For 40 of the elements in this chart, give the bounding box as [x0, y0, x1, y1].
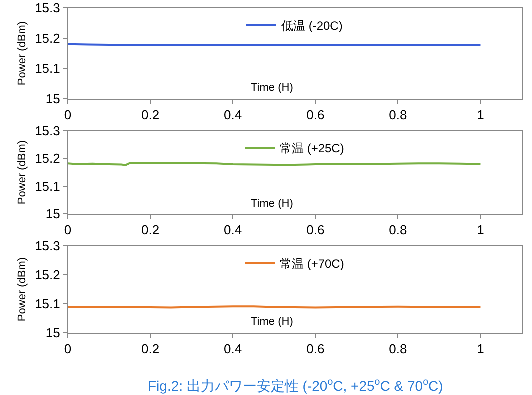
legend-label: 常温 (+25C)	[280, 142, 344, 156]
x-axis-title: Time (H)	[251, 198, 294, 210]
x-tick-label: 0.8	[389, 222, 408, 238]
y-axis-title: Power (dBm)	[16, 21, 29, 86]
y-axis-title: Power (dBm)	[16, 257, 29, 322]
x-tick-label: 0.6	[306, 342, 325, 357]
x-tick-label: 0.2	[142, 342, 160, 357]
legend-label: 低温 (-20C)	[282, 18, 343, 33]
y-tick-label: 15	[46, 92, 60, 107]
x-axis-title: Time (H)	[251, 316, 294, 328]
x-tick-label: 0.4	[224, 222, 242, 238]
y-tick-label: 15.3	[35, 238, 60, 254]
x-tick-label: 0.8	[389, 108, 408, 123]
x-tick-label: 1	[477, 222, 484, 238]
x-tick-label: 0.4	[224, 108, 242, 123]
y-tick-label: 15.1	[35, 61, 60, 76]
x-tick-label: 0	[64, 342, 72, 357]
y-tick-label: 15	[46, 206, 60, 222]
x-tick-label: 0	[64, 108, 72, 123]
x-tick-label: 0.6	[306, 222, 325, 238]
x-axis-title: Time (H)	[251, 82, 294, 94]
y-tick-label: 15.3	[35, 124, 60, 139]
x-tick-label: 0.8	[389, 342, 408, 357]
y-tick-label: 15.3	[35, 0, 60, 16]
y-tick-label: 15	[46, 326, 60, 341]
caption: Fig.2: 出力パワー安定性 (-20$^{o}$C, +25$^{o}$C & 70$^{o}$C)	[148, 377, 444, 394]
y-tick-label: 15.2	[35, 268, 60, 283]
x-tick-label: 0.6	[306, 108, 325, 123]
x-tick-label: 0.4	[224, 342, 242, 357]
y-axis-title: Power (dBm)	[16, 140, 29, 205]
x-tick-label: 1	[477, 108, 484, 123]
legend-label: 常温 (+70C)	[280, 256, 344, 271]
y-tick-label: 15.2	[35, 30, 60, 46]
x-tick-label: 0.2	[142, 222, 160, 238]
y-tick-label: 15.2	[35, 151, 60, 166]
x-tick-label: 0	[64, 222, 72, 238]
y-tick-label: 15.1	[35, 178, 60, 194]
y-tick-label: 15.1	[35, 296, 60, 312]
x-tick-label: 0.2	[142, 108, 160, 123]
x-tick-label: 1	[477, 342, 484, 357]
